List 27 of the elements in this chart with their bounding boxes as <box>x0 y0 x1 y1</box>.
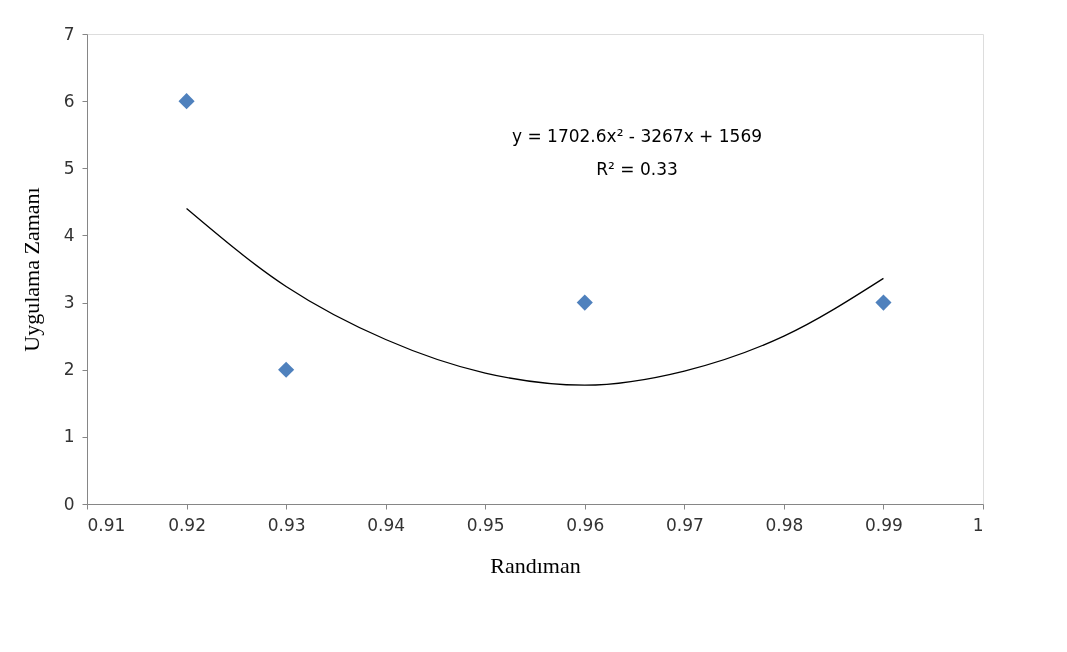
point <box>178 93 195 110</box>
point <box>875 294 892 311</box>
point <box>576 294 593 311</box>
x-tick-label: 0.99 <box>865 514 903 535</box>
y-tick-label: 4 <box>63 224 75 245</box>
y-tick-label: 0 <box>63 493 75 514</box>
x-tick-label: 0.94 <box>367 514 406 535</box>
y-tick-label: 3 <box>63 292 75 313</box>
x-tick-label: 0.95 <box>466 514 505 535</box>
y-tick-label: 7 <box>63 23 75 44</box>
x-tick-label: 1 <box>972 514 984 535</box>
y-axis-title: Uygulama Zamanı <box>18 187 44 352</box>
x-tick-label: 0.93 <box>267 514 306 535</box>
annotation: R² = 0.33 <box>596 159 678 179</box>
x-tick-label: 0.97 <box>665 514 704 535</box>
x-tick-label: 0.98 <box>765 514 804 535</box>
x-tick-label: 0.96 <box>566 514 605 535</box>
y-tick-label: 1 <box>63 426 75 447</box>
y-tick-label: 6 <box>63 90 75 111</box>
x-tick-label: 0.92 <box>168 514 206 535</box>
x-tick-label: 0.91 <box>87 514 126 535</box>
y-tick-label: 5 <box>63 157 75 178</box>
x-axis-title: Randıman <box>490 552 581 578</box>
point <box>278 361 295 378</box>
line-series <box>185 207 885 386</box>
y-tick-label: 2 <box>63 359 75 380</box>
annotation: y = 1702.6x² - 3267x + 1569 <box>511 126 763 146</box>
